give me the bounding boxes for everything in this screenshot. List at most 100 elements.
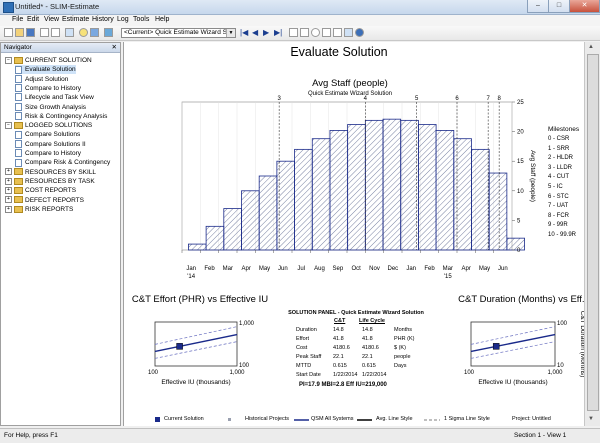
last-icon[interactable]: ▶|: [274, 28, 283, 37]
tree-item[interactable]: Compare Solutions II: [15, 139, 86, 149]
folder-icon: [14, 186, 23, 194]
tree-item[interactable]: Size Growth Analysis: [15, 102, 86, 112]
milestone-item: 5 - IC: [548, 184, 563, 190]
menu-tools[interactable]: Tools: [133, 16, 150, 23]
solution-label-cell: Cost: [296, 345, 308, 351]
solution-label-cell: Effort: [296, 336, 310, 342]
menu-view[interactable]: View: [44, 16, 60, 23]
tree-item-label: RESOURCES BY TASK: [25, 177, 95, 185]
scroll-thumb[interactable]: [587, 54, 599, 411]
save-icon[interactable]: [26, 28, 35, 37]
milestone-item: 3 - LLDR: [548, 164, 573, 171]
expand-icon[interactable]: +: [5, 186, 12, 194]
solution-unit-cell: $ (K): [394, 345, 406, 351]
navigator-title: Navigator: [4, 44, 32, 51]
tree-item[interactable]: + RESOURCES BY SKILL: [5, 168, 96, 177]
wizard-icon[interactable]: [90, 28, 99, 37]
tree-item-label: CURRENT SOLUTION: [25, 57, 92, 64]
status-help-text: For Help, press F1: [4, 432, 58, 439]
solution-ct-cell: 0.615: [333, 363, 347, 369]
solution-combo[interactable]: <Current> Quick Estimate Wizard Sol ▼: [121, 28, 236, 38]
vertical-scrollbar[interactable]: ▲ ▼: [584, 42, 600, 426]
expand-icon[interactable]: +: [5, 205, 12, 213]
historical-projects-symbol: [228, 418, 231, 421]
title-bar: Untitled* - SLIM-Estimate – □ ✕: [0, 0, 600, 15]
solution-ct-cell: 1/22/2014: [333, 372, 358, 378]
tree-item[interactable]: Adjust Solution: [15, 74, 68, 84]
menu-log[interactable]: Log: [117, 16, 129, 23]
menu-help[interactable]: Help: [155, 16, 170, 23]
milestone-item: 2 - HLDR: [548, 155, 574, 162]
legend-historical-projects: Historical Projects: [245, 416, 290, 422]
tree-item[interactable]: + COST REPORTS: [5, 186, 76, 195]
solution-label-cell: Peak Staff: [296, 354, 322, 360]
grid-icon[interactable]: [289, 28, 298, 37]
solution-ct-cell: 14.8: [333, 327, 344, 333]
next-icon[interactable]: ▶: [263, 28, 270, 37]
about-icon[interactable]: [355, 28, 364, 37]
tree-item[interactable]: + DEFECT REPORTS: [5, 196, 84, 205]
tree-item[interactable]: Risk & Contingency Analysis: [15, 112, 107, 121]
milestone-item: 10 - 99.9R: [548, 232, 577, 238]
tree-item[interactable]: + RISK REPORTS: [5, 205, 73, 214]
report-icon: [15, 65, 22, 74]
tree-item[interactable]: − LOGGED SOLUTIONS: [5, 121, 92, 130]
new-icon[interactable]: [4, 28, 13, 37]
report-icon: [15, 139, 22, 148]
expand-icon[interactable]: +: [5, 168, 12, 176]
navigator-header: Navigator ✕: [1, 43, 120, 53]
print-preview-icon[interactable]: [51, 28, 60, 37]
layout-icon[interactable]: [300, 28, 309, 37]
legend-avg-line-style: Avg. Line Style: [376, 416, 413, 422]
milestone-item: 4 - CUT: [548, 174, 569, 181]
solution-unit-cell: Days: [394, 363, 407, 369]
solution-ct-cell: 4180.6: [333, 345, 350, 351]
folder-icon: [14, 196, 23, 204]
menu-estimate[interactable]: Estimate: [62, 16, 90, 23]
tree-item-label: RISK REPORTS: [25, 205, 74, 213]
window-title: Untitled* - SLIM-Estimate: [15, 2, 100, 11]
scroll-up-icon[interactable]: ▲: [588, 44, 594, 50]
tree-item[interactable]: − CURRENT SOLUTION: [5, 56, 92, 65]
bulb-icon[interactable]: [79, 28, 88, 37]
legend-qsm-all-systems: QSM All Systems: [311, 416, 354, 422]
close-icon[interactable]: ✕: [111, 44, 117, 51]
milestone-item: 1 - SRR: [548, 145, 570, 152]
expand-icon[interactable]: +: [5, 177, 12, 185]
legend-project: Project: Untitled: [512, 416, 551, 422]
collapse-icon[interactable]: −: [5, 56, 12, 64]
first-icon[interactable]: |◀: [240, 28, 249, 37]
tree-item-label: Compare Solutions: [25, 131, 81, 139]
tree-item[interactable]: Compare to History: [15, 84, 81, 93]
tree-item[interactable]: Evaluate Solution: [15, 65, 76, 75]
table-icon[interactable]: [322, 28, 331, 37]
tree-item[interactable]: Compare Solutions: [15, 130, 80, 139]
scroll-down-icon[interactable]: ▼: [588, 416, 594, 422]
target-icon[interactable]: [311, 28, 320, 37]
tree-item[interactable]: + RESOURCES BY TASK: [5, 177, 95, 186]
menu-edit[interactable]: Edit: [27, 16, 40, 23]
folder-icon: [14, 168, 23, 176]
tree-item[interactable]: Compare to History: [15, 149, 81, 158]
menu-history[interactable]: History: [92, 16, 114, 23]
print-icon[interactable]: [40, 28, 49, 37]
help-icon[interactable]: [104, 28, 113, 37]
chevron-down-icon[interactable]: ▼: [226, 29, 235, 37]
solution-lc-cell: 41.8: [362, 336, 373, 342]
menu-file[interactable]: File: [12, 16, 24, 23]
tile-icon[interactable]: [344, 28, 353, 37]
solution-ct-cell: 22.1: [333, 354, 344, 360]
tree-item-label: Evaluate Solution: [25, 66, 76, 74]
chart-icon[interactable]: [333, 28, 342, 37]
solution-ct-cell: 41.8: [333, 336, 344, 342]
copy-icon[interactable]: [65, 28, 74, 37]
previous-icon[interactable]: ◀: [252, 28, 259, 37]
expand-icon[interactable]: +: [5, 196, 12, 204]
tree-item[interactable]: Compare Risk & Contingency: [15, 158, 110, 167]
open-icon[interactable]: [15, 28, 24, 37]
tree-item-label: Compare to History: [25, 84, 81, 92]
report-icon: [15, 112, 22, 121]
tree-item[interactable]: Lifecycle and Task View: [15, 93, 94, 102]
menu-bar: File Edit View Estimate History Log Tool…: [0, 15, 600, 26]
collapse-icon[interactable]: −: [5, 121, 12, 129]
